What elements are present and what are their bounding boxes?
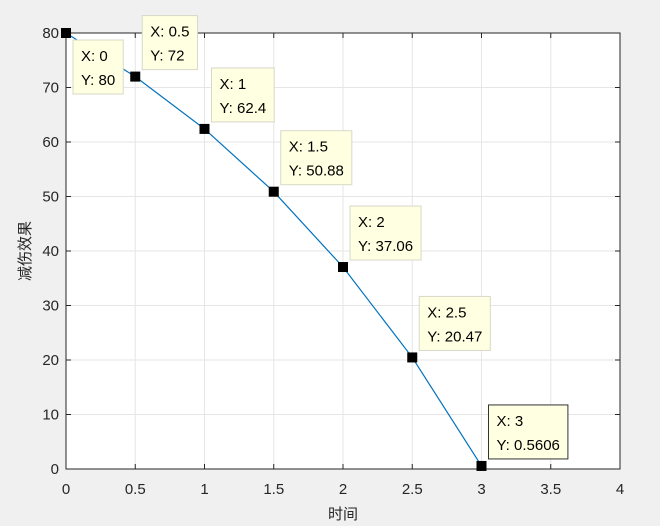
data-point-marker[interactable] — [338, 262, 348, 273]
data-point-marker[interactable] — [268, 186, 279, 197]
datatip-box — [280, 130, 353, 186]
x-tick-labels: 0 0.5 1 1.5 2 2.5 3 3.5 4 — [62, 481, 624, 498]
datatip-box — [349, 205, 422, 261]
y-tick-label: 10 — [42, 407, 59, 424]
datatip-x: X: 1.5 — [289, 139, 328, 156]
y-tick-label: 50 — [42, 189, 59, 206]
datatip-x: X: 0 — [81, 48, 108, 65]
y-tick-label: 60 — [42, 134, 59, 151]
datatip[interactable]: X: 2.5 Y: 20.47 — [418, 295, 491, 351]
x-tick-label: 3.5 — [540, 481, 561, 498]
data-point-marker[interactable] — [407, 352, 418, 363]
y-tick-label: 0 — [51, 461, 59, 478]
datatip-box — [488, 404, 569, 460]
datatip-x: X: 2.5 — [427, 304, 466, 321]
datatip-box — [141, 15, 198, 71]
datatip-y: Y: 50.88 — [289, 163, 344, 180]
datatip-box — [211, 67, 275, 123]
data-point-marker[interactable] — [61, 28, 71, 38]
y-tick-labels: 0 10 20 30 40 50 60 70 80 — [42, 25, 59, 478]
datatips: X: 0 Y: 80 X: 0.5 Y: 72 X: 1 Y: 62.4 X: 1.5 Y: … — [72, 15, 569, 460]
datatip[interactable]: X: 2 Y: 37.06 — [349, 205, 422, 261]
datatip-y: Y: 20.47 — [427, 328, 482, 345]
y-tick-label: 20 — [42, 352, 59, 369]
datatip[interactable]: X: 1.5 Y: 50.88 — [280, 130, 353, 186]
tick-marks — [65, 32, 621, 470]
x-axis-label: 时间 — [328, 505, 358, 523]
datatip-box — [72, 39, 124, 95]
datatip-y: Y: 0.5606 — [497, 437, 560, 454]
datatip-y: Y: 62.4 — [220, 100, 267, 117]
y-axis-label: 减伤效果 — [16, 221, 34, 281]
y-tick-label: 40 — [42, 243, 59, 260]
datatip-x: X: 3 — [497, 413, 524, 430]
x-tick-label: 0 — [62, 481, 70, 498]
datatip[interactable]: X: 1 Y: 62.4 — [211, 67, 275, 123]
datatip[interactable]: X: 0.5 Y: 72 — [141, 15, 198, 71]
data-point-marker[interactable] — [199, 123, 210, 134]
x-tick-label: 3 — [477, 481, 485, 498]
x-tick-label: 0.5 — [125, 481, 146, 498]
datatip-x: X: 0.5 — [150, 24, 189, 41]
x-tick-label: 1.5 — [263, 481, 284, 498]
datatip[interactable]: X: 3 Y: 0.5606 — [488, 404, 569, 460]
datatip-y: Y: 80 — [81, 72, 115, 89]
datatip-box — [418, 295, 491, 351]
datatip[interactable]: X: 0 Y: 80 — [72, 39, 124, 95]
x-tick-label: 1 — [200, 481, 208, 498]
y-tick-label: 80 — [42, 25, 59, 42]
x-tick-label: 2 — [339, 481, 347, 498]
y-tick-label: 30 — [42, 298, 59, 315]
datatip-y: Y: 37.06 — [358, 238, 413, 255]
data-point-marker[interactable] — [130, 71, 141, 82]
x-tick-label: 2.5 — [402, 481, 423, 498]
datatip-x: X: 1 — [220, 76, 247, 93]
datatip-y: Y: 72 — [150, 48, 184, 65]
data-point-marker[interactable] — [476, 460, 487, 471]
datatip-x: X: 2 — [358, 214, 385, 231]
y-tick-label: 70 — [42, 80, 59, 97]
series-group — [61, 28, 487, 471]
x-tick-label: 4 — [616, 481, 624, 498]
